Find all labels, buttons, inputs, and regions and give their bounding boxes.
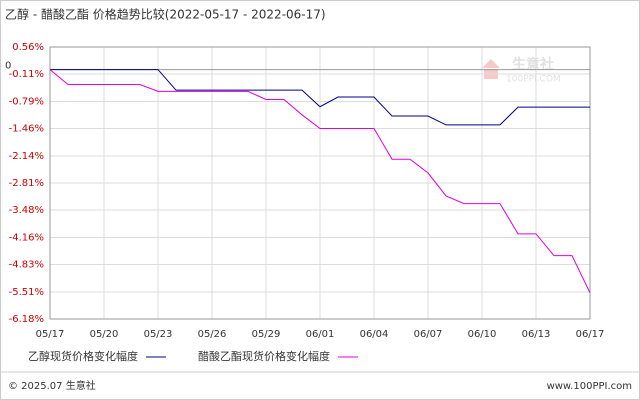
footer-url: www.100PPI.com [547, 381, 632, 392]
y-tick-label: -4.83% [9, 260, 44, 271]
x-tick-label: 05/17 [36, 329, 65, 340]
x-tick-label: 06/13 [522, 329, 551, 340]
y-tick-label: -6.18% [9, 314, 44, 325]
x-tick-label: 05/29 [252, 329, 281, 340]
y-tick-label: -4.16% [9, 232, 44, 243]
x-tick-label: 06/10 [468, 329, 497, 340]
chart-title: 乙醇 - 醋酸乙酯 价格趋势比较(2022-05-17 - 2022-06-17… [5, 7, 326, 22]
y-tick-label: -1.46% [9, 124, 44, 135]
x-tick-label: 05/23 [144, 329, 173, 340]
y-tick-label: -5.51% [9, 287, 44, 298]
legend-label: 乙醇现货价格变化幅度 [28, 349, 138, 363]
series-line [49, 69, 591, 293]
x-tick-label: 05/20 [90, 329, 119, 340]
x-tick-label: 05/26 [198, 329, 227, 340]
y-tick-label: -0.79% [9, 96, 44, 107]
y-tick-label: 0.56% [12, 42, 44, 53]
footer-copyright: © 2025.07 生意社 [8, 379, 96, 392]
x-tick-label: 06/01 [306, 329, 335, 340]
x-tick-label: 06/07 [414, 329, 443, 340]
series-line [50, 69, 590, 126]
legend-label: 醋酸乙酯现货价格变化幅度 [198, 349, 330, 363]
watermark-name: 生意社 [512, 56, 554, 73]
y-tick-label: -0.11% [9, 69, 44, 80]
zero-label: 0 [5, 61, 11, 72]
y-tick-label: -3.48% [9, 205, 44, 216]
y-tick-label: -2.14% [9, 151, 44, 162]
x-tick-label: 06/17 [576, 329, 605, 340]
watermark-site: 100PPI.COM [506, 75, 561, 85]
plot-border [49, 46, 591, 320]
y-tick-label: -2.81% [9, 178, 44, 189]
x-tick-label: 06/04 [360, 329, 389, 340]
